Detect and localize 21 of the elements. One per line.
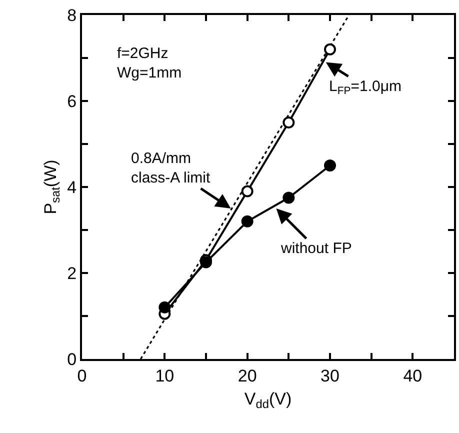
annotation: 0.8A/mm class-A limit [131, 150, 212, 186]
y-tick-label: 2 [67, 264, 77, 283]
point [324, 160, 336, 172]
x-tick-label: 20 [238, 366, 257, 386]
annotation: f=2GHz Wg=1mm [117, 45, 182, 82]
point [282, 192, 295, 204]
point [158, 301, 171, 314]
point [241, 185, 254, 198]
y-tick-label: 6 [67, 92, 77, 111]
x-tick-label: 10 [155, 366, 174, 386]
x-tick-label: 30 [320, 366, 340, 386]
x-tick-label: 40 [403, 366, 422, 386]
annotation: L$_{FP}$=1.0μm [329, 78, 402, 98]
point [282, 116, 295, 128]
annotation: without FP [280, 240, 352, 257]
point [324, 43, 336, 56]
point [241, 215, 254, 228]
y-tick-label: 0 [67, 350, 77, 369]
y-tick-label: 4 [67, 178, 77, 197]
y-tick-label: 8 [67, 6, 77, 25]
x-axis-title: V$_{dd}$(V) [244, 389, 292, 411]
